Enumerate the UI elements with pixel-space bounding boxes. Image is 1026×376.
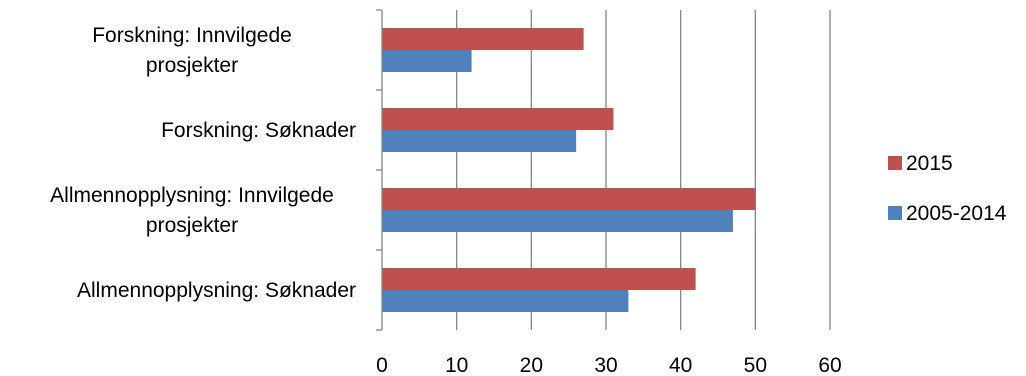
category-label: Allmennopplysning: Søknader — [77, 279, 356, 302]
bar-2005-2014 — [382, 50, 472, 72]
x-tick-label: 20 — [520, 354, 543, 376]
category-axis — [376, 9, 383, 331]
x-tick-label: 30 — [594, 354, 617, 376]
category-label: Forskning: Innvilgede — [92, 24, 292, 47]
legend-swatch — [888, 156, 902, 170]
legend-label: 2005-2014 — [906, 202, 1007, 225]
bar-2015 — [382, 28, 584, 50]
bar-2015 — [382, 108, 614, 130]
bar-2005-2014 — [382, 210, 733, 232]
bar-2015 — [382, 268, 696, 290]
x-tick-label: 10 — [445, 354, 468, 376]
category-label: prosjekter — [146, 54, 238, 77]
x-tick-label: 40 — [669, 354, 692, 376]
legend-swatch — [888, 206, 902, 220]
x-tick-label: 60 — [818, 354, 841, 376]
x-tick-labels: 0 10 20 30 40 50 60 — [376, 354, 842, 376]
category-label: Allmennopplysning: Innvilgede — [50, 184, 334, 207]
x-tick-label: 50 — [744, 354, 767, 376]
bar-2005-2014 — [382, 290, 629, 312]
legend: 2015 2005-2014 — [888, 152, 1007, 225]
bars — [382, 28, 756, 312]
bar-2005-2014 — [382, 130, 577, 152]
legend-label: 2015 — [906, 152, 953, 175]
category-labels: Allmennopplysning: Søknader Allmennopplys… — [50, 24, 356, 302]
category-label: Forskning: Søknader — [161, 119, 356, 142]
bar-2015 — [382, 188, 756, 210]
x-tick-label: 0 — [376, 354, 388, 376]
category-label: prosjekter — [146, 214, 238, 237]
